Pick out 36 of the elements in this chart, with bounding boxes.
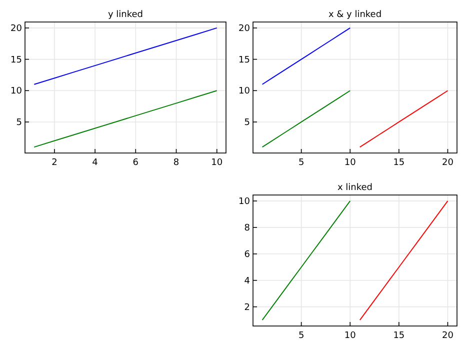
x-tick-label: 10: [344, 331, 356, 341]
line-series: [34, 27, 218, 85]
x-tick-label: 10: [211, 158, 223, 168]
y-tick-label: 20: [238, 24, 250, 34]
y-tick-label: 20: [10, 24, 22, 34]
y-tick-label: 10: [238, 196, 250, 207]
y-tick-label: 15: [10, 55, 22, 66]
x-tick-label: 2: [52, 158, 58, 168]
x-tick-label: 8: [173, 158, 180, 168]
line-series: [262, 27, 351, 85]
x-tick-label: 6: [132, 158, 139, 168]
x-tick-label: 10: [344, 158, 356, 168]
y-tick-label: 10: [10, 86, 22, 97]
line-series: [359, 90, 448, 148]
x-tick-label: 15: [393, 331, 405, 341]
y-tick-label: 15: [238, 55, 250, 66]
chart-title: y linked: [108, 10, 144, 20]
line-series: [262, 200, 351, 321]
line-series: [262, 90, 351, 148]
y-tick-label: 5: [244, 118, 250, 128]
y-tick-label: 5: [16, 118, 22, 128]
chart-title: x linked: [337, 183, 373, 193]
x-tick-label: 20: [442, 158, 454, 168]
x-tick-label: 15: [393, 158, 405, 168]
x-tick-label: 20: [442, 331, 454, 341]
x-tick-label: 4: [92, 158, 98, 168]
line-series: [359, 200, 448, 321]
y-tick-label: 6: [244, 250, 250, 260]
y-tick-label: 4: [244, 276, 250, 286]
y-tick-label: 8: [244, 223, 250, 234]
chart-title: x & y linked: [328, 10, 382, 20]
y-tick-label: 2: [244, 302, 250, 313]
line-series: [34, 90, 218, 148]
x-tick-label: 5: [298, 158, 304, 168]
x-tick-label: 5: [298, 331, 304, 341]
y-tick-label: 10: [238, 86, 250, 97]
